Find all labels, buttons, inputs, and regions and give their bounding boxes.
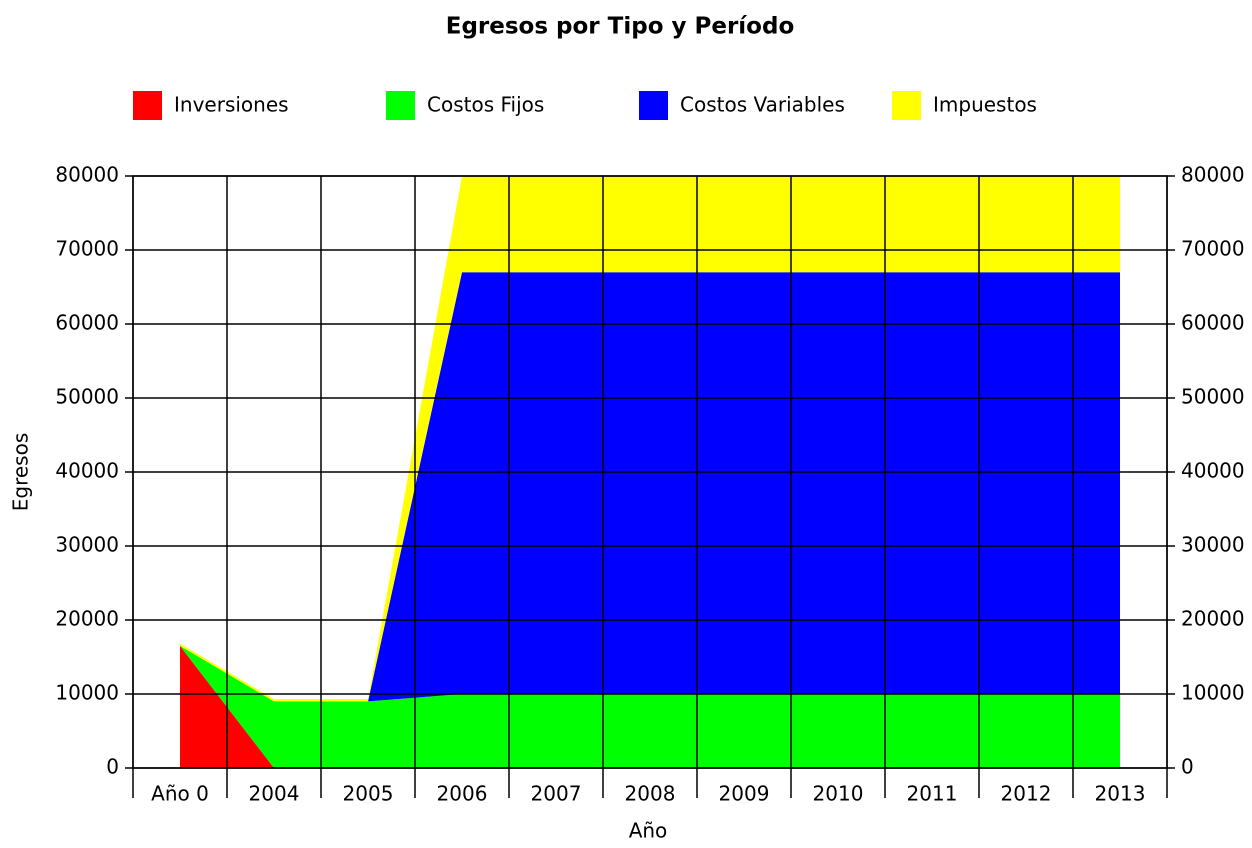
x-axis-label: Año xyxy=(629,819,668,843)
x-tick-label: 2010 xyxy=(813,782,864,806)
y2-tick-label: 70000 xyxy=(1181,237,1245,261)
y-axis-label: Egresos xyxy=(9,433,33,512)
y-tick-label: 30000 xyxy=(55,533,119,557)
x-tick-label: 2011 xyxy=(907,782,958,806)
x-tick-label: 2006 xyxy=(437,782,488,806)
y2-tick-label: 20000 xyxy=(1181,607,1245,631)
y-tick-label: 40000 xyxy=(55,459,119,483)
legend-swatch xyxy=(133,91,162,120)
y-tick-label: 0 xyxy=(106,755,119,779)
x-tick-label: Año 0 xyxy=(151,782,209,806)
y2-tick-label: 10000 xyxy=(1181,681,1245,705)
legend-swatch xyxy=(892,91,921,120)
y2-tick-label: 60000 xyxy=(1181,311,1245,335)
y2-tick-label: 30000 xyxy=(1181,533,1245,557)
y2-tick-label: 50000 xyxy=(1181,385,1245,409)
y2-tick-label: 40000 xyxy=(1181,459,1245,483)
x-tick-label: 2007 xyxy=(531,782,582,806)
y2-tick-label: 80000 xyxy=(1181,163,1245,187)
y2-tick-label: 0 xyxy=(1181,755,1194,779)
y-tick-label: 60000 xyxy=(55,311,119,335)
y-tick-label: 20000 xyxy=(55,607,119,631)
y-tick-label: 10000 xyxy=(55,681,119,705)
legend-label: Costos Fijos xyxy=(427,93,544,117)
legend-swatch xyxy=(386,91,415,120)
y-tick-label: 80000 xyxy=(55,163,119,187)
x-tick-label: 2008 xyxy=(625,782,676,806)
legend-label: Inversiones xyxy=(174,93,289,117)
area xyxy=(180,176,1120,702)
x-tick-label: 2009 xyxy=(719,782,770,806)
y-tick-label: 70000 xyxy=(55,237,119,261)
x-tick-label: 2012 xyxy=(1001,782,1052,806)
legend-label: Costos Variables xyxy=(680,93,845,117)
legend-swatch xyxy=(639,91,668,120)
chart-title: Egresos por Tipo y Período xyxy=(446,14,795,40)
x-tick-label: 2005 xyxy=(343,782,394,806)
x-tick-label: 2013 xyxy=(1095,782,1146,806)
y-tick-label: 50000 xyxy=(55,385,119,409)
plot-frame xyxy=(132,175,1168,769)
legend-label: Impuestos xyxy=(933,93,1037,117)
x-tick-label: 2004 xyxy=(249,782,300,806)
